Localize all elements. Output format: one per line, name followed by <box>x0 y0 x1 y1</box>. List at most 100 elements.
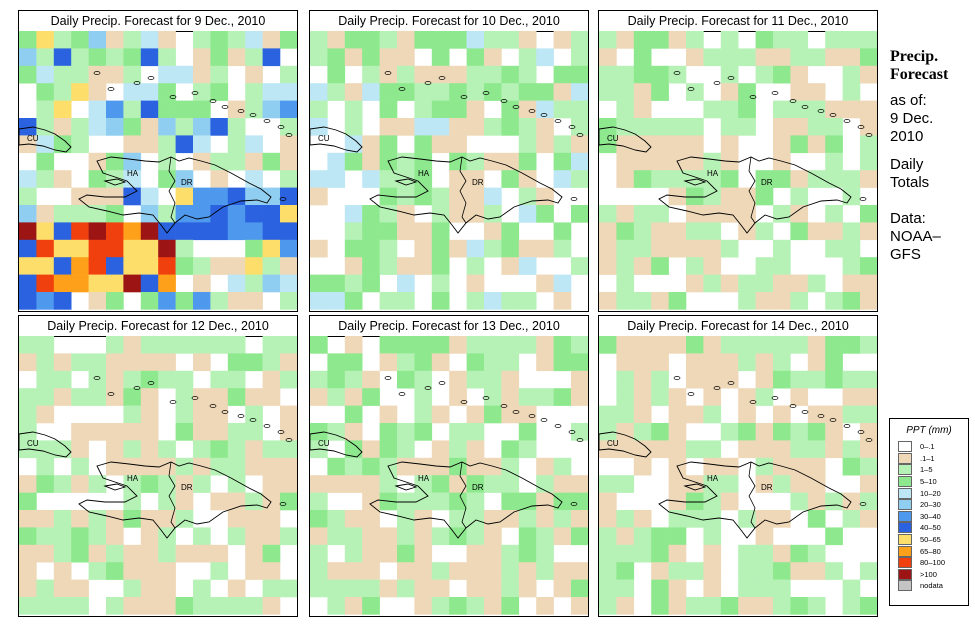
precip-cell <box>19 388 37 406</box>
precip-cell <box>344 405 363 424</box>
sidebar-title-line2: Forecast <box>890 66 949 83</box>
precip-cell <box>686 222 704 241</box>
precip-cell <box>755 274 774 293</box>
cuba-coastline <box>19 431 72 458</box>
precip-cell <box>599 83 617 101</box>
legend-label: 0–.1 <box>920 442 935 452</box>
precip-cell <box>158 118 176 136</box>
precip-cell <box>842 170 861 188</box>
precip-cell <box>245 544 263 563</box>
precip-cell <box>720 65 739 84</box>
precip-cell <box>518 48 537 67</box>
precip-cell <box>88 353 107 372</box>
precip-cell <box>501 336 520 354</box>
precip-cell <box>599 527 617 546</box>
precip-cell <box>140 562 159 580</box>
precip-cell <box>414 31 433 49</box>
precip-cell <box>431 31 450 49</box>
precip-cell <box>842 457 861 476</box>
precip-cell <box>310 579 328 598</box>
precip-cell <box>140 544 159 563</box>
precip-cell <box>842 388 861 406</box>
precip-cell <box>668 527 687 546</box>
precip-cell <box>599 257 617 275</box>
precip-cell <box>36 597 55 615</box>
legend-label: 10–20 <box>920 488 941 498</box>
precip-cell <box>431 405 450 424</box>
precip-cell <box>431 83 450 101</box>
precip-cell <box>633 440 652 459</box>
precip-cell <box>53 135 72 154</box>
islet <box>209 404 217 408</box>
map-label-dr: DR <box>472 483 484 492</box>
precip-cell <box>379 48 398 67</box>
precip-cell <box>668 562 687 580</box>
precip-cell <box>227 31 246 49</box>
precip-cell <box>686 257 704 275</box>
precip-cell <box>362 388 380 406</box>
precip-cell <box>106 118 124 136</box>
precip-cell <box>738 353 756 372</box>
precip-cell <box>71 510 89 528</box>
precip-cell <box>362 257 380 275</box>
precip-cell <box>53 205 72 223</box>
precip-map-svg: CU HA DR <box>310 336 588 615</box>
precip-cell <box>431 48 450 67</box>
precip-cell <box>466 83 485 101</box>
islet <box>727 381 735 385</box>
precip-cell <box>738 544 756 563</box>
precip-cell <box>362 135 380 154</box>
islet <box>424 386 432 390</box>
precip-cell <box>703 579 722 598</box>
legend-label: 20–30 <box>920 500 941 510</box>
precip-cell <box>842 257 861 275</box>
islet <box>500 99 508 103</box>
precip-cell <box>310 292 328 310</box>
precip-cell <box>668 135 687 154</box>
precip-map: CU HA DR <box>599 336 877 616</box>
precip-cell <box>245 597 263 615</box>
islet <box>829 418 837 422</box>
precip-cell <box>210 31 229 49</box>
precip-cell <box>158 579 176 598</box>
precip-cell <box>414 388 433 406</box>
precip-cell <box>616 292 635 310</box>
islet <box>169 95 177 99</box>
precip-cell <box>484 118 502 136</box>
precip-cell <box>571 152 588 171</box>
precip-cell <box>88 48 107 67</box>
precip-cell <box>807 48 826 67</box>
precip-cell <box>773 510 791 528</box>
islet <box>263 119 271 123</box>
precip-cell <box>501 239 520 258</box>
precip-cell <box>140 83 159 101</box>
precip-cell <box>633 100 652 119</box>
precip-cell <box>466 562 485 580</box>
precip-cell <box>88 239 107 258</box>
precip-cell <box>860 205 877 223</box>
precip-cell <box>686 135 704 154</box>
precip-cell <box>280 492 297 511</box>
precip-cell <box>431 492 450 511</box>
precip-cell <box>210 83 229 101</box>
precip-cell <box>193 274 211 293</box>
precip-cell <box>262 527 281 546</box>
precip-cell <box>106 544 124 563</box>
precip-cell <box>88 475 107 493</box>
precip-cell <box>616 274 635 293</box>
precip-cell <box>193 100 211 119</box>
precip-cell <box>158 170 176 188</box>
precip-cell <box>431 597 450 615</box>
cuba-coastline <box>599 126 652 153</box>
precip-cell <box>262 152 281 171</box>
precip-cell <box>773 475 791 493</box>
precip-cell <box>310 544 328 563</box>
precip-cell <box>599 292 617 310</box>
precip-cell <box>599 579 617 598</box>
precip-cell <box>36 257 55 275</box>
precip-cell <box>88 274 107 293</box>
precip-cell <box>362 579 380 598</box>
precip-cell <box>193 65 211 84</box>
precip-cell <box>262 579 281 598</box>
precip-cell <box>344 257 363 275</box>
